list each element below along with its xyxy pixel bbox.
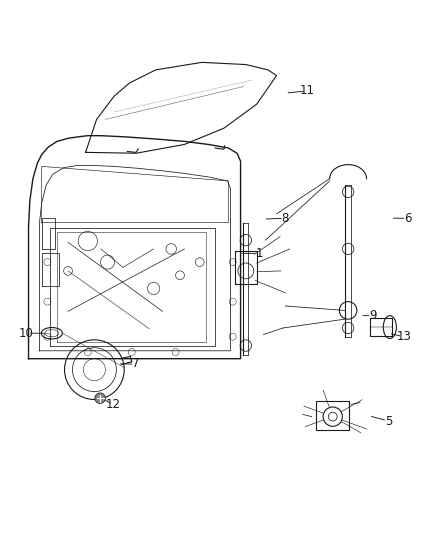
Text: 7: 7 xyxy=(132,358,140,370)
Text: 10: 10 xyxy=(19,327,34,340)
Text: 13: 13 xyxy=(396,330,410,343)
Circle shape xyxy=(95,393,105,403)
Bar xyxy=(234,251,256,284)
Text: 11: 11 xyxy=(299,84,314,98)
Text: 8: 8 xyxy=(281,212,288,225)
Bar xyxy=(315,401,348,430)
Text: 9: 9 xyxy=(368,309,376,322)
Text: 6: 6 xyxy=(403,212,411,225)
Text: 12: 12 xyxy=(106,398,120,411)
Bar xyxy=(369,318,391,336)
Text: 5: 5 xyxy=(384,415,391,427)
Text: 1: 1 xyxy=(254,247,262,260)
